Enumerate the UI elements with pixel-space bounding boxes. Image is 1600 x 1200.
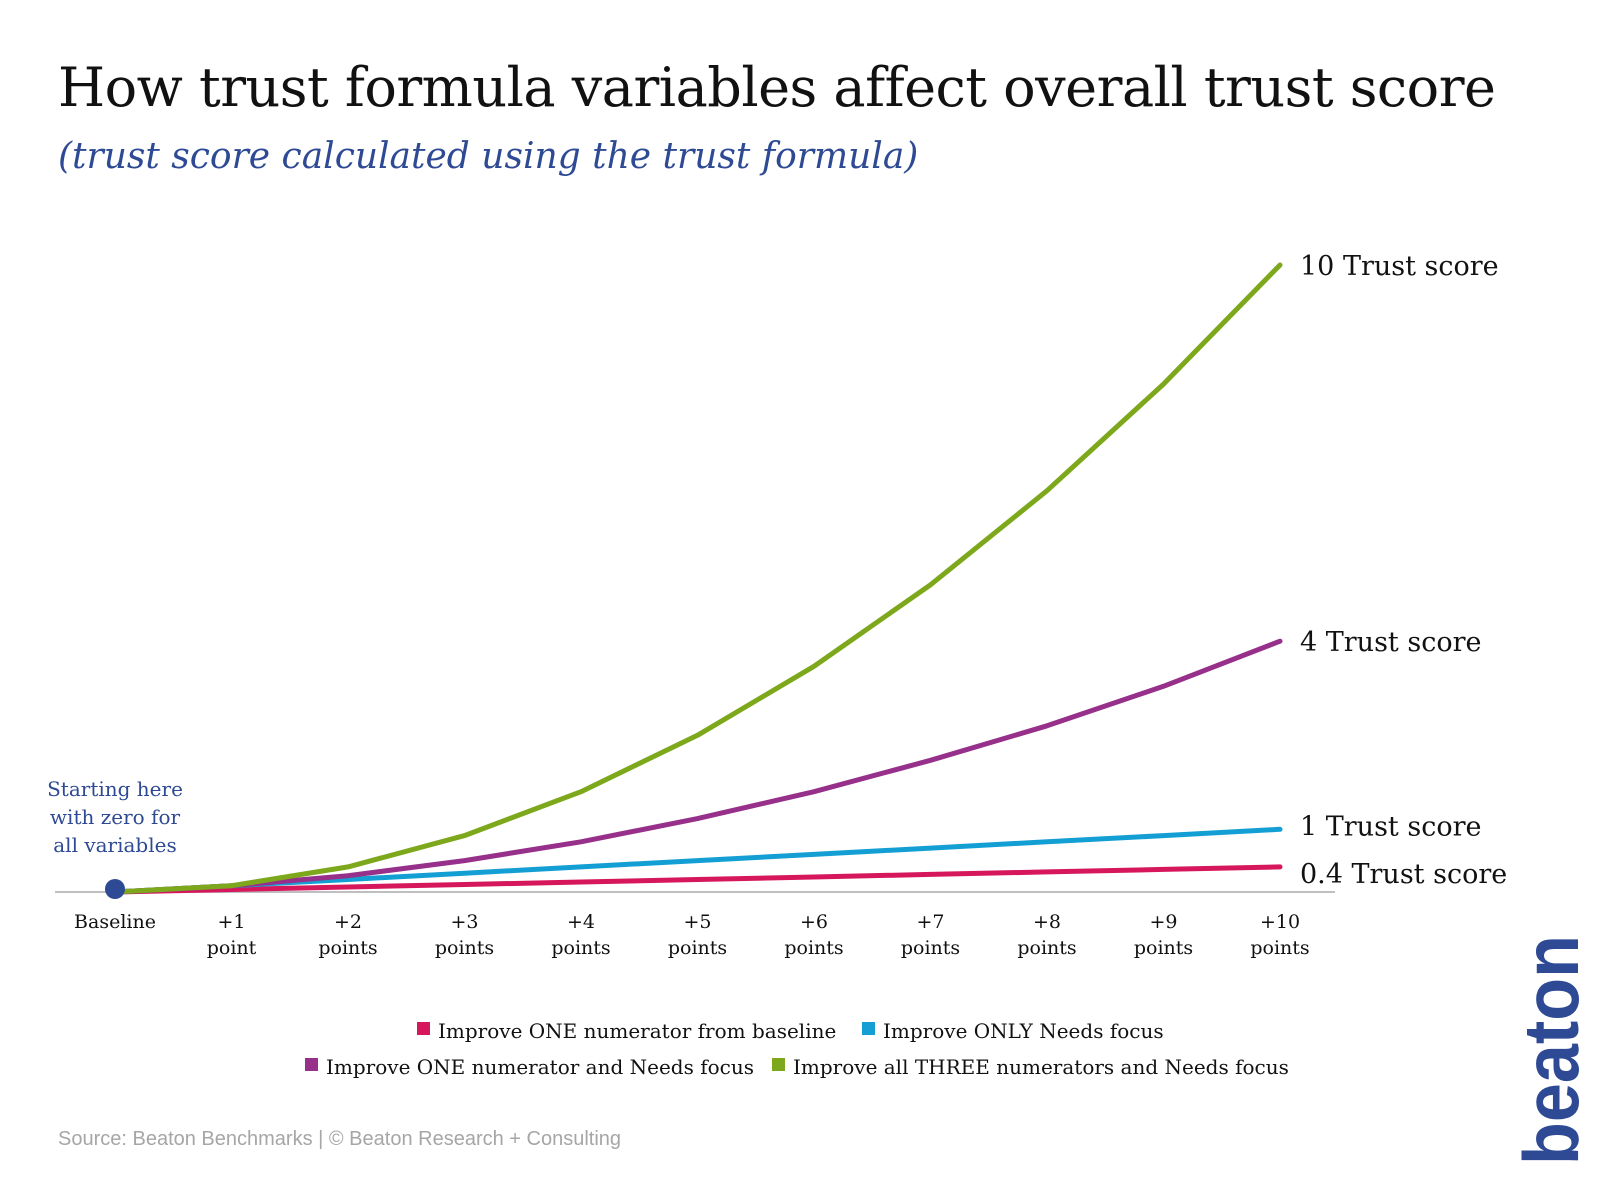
x-tick-label: +3 points <box>435 911 494 959</box>
x-tick-label: +10 points <box>1250 911 1309 959</box>
legend-item: Improve ONE numerator from baseline <box>417 1019 836 1043</box>
series-line-3 <box>112 638 1283 895</box>
svg-text:beaton: beaton <box>1507 935 1590 1165</box>
series-end-label: 4 Trust score <box>1300 627 1481 658</box>
series-line-1 <box>112 864 1283 895</box>
x-tick-label: Baseline <box>74 911 156 933</box>
legend-item: Improve all THREE numerators and Needs f… <box>772 1055 1289 1079</box>
legend-item: Improve ONLY Needs focus <box>862 1019 1164 1043</box>
series-line-2 <box>112 826 1283 895</box>
legend-label: Improve ONE numerator and Needs focus <box>326 1055 754 1079</box>
baseline-marker <box>105 879 125 899</box>
legend-swatch <box>417 1022 430 1035</box>
legend-swatch <box>772 1058 785 1071</box>
baseline-annotation: Starting here with zero for all variables <box>47 777 183 857</box>
series-line-4 <box>112 262 1283 895</box>
legend-label: Improve all THREE numerators and Needs f… <box>793 1055 1289 1079</box>
x-tick-label: +2 points <box>318 911 377 959</box>
legend-item: Improve ONE numerator and Needs focus <box>305 1055 754 1079</box>
legend-label: Improve ONE numerator from baseline <box>438 1019 836 1043</box>
x-tick-label: +1 point <box>207 911 257 959</box>
x-tick-label: +7 points <box>901 911 960 959</box>
chart-title: How trust formula variables affect overa… <box>58 56 1496 119</box>
legend-swatch <box>862 1022 875 1035</box>
x-tick-label: +5 points <box>668 911 727 959</box>
chart-subtitle: (trust score calculated using the trust … <box>58 136 919 177</box>
series-end-label: 1 Trust score <box>1300 811 1481 842</box>
x-tick-label: +8 points <box>1017 911 1076 959</box>
legend-swatch <box>305 1058 318 1071</box>
series-end-label: 0.4 Trust score <box>1300 859 1507 890</box>
source-note: Source: Beaton Benchmarks | © Beaton Res… <box>58 1128 622 1150</box>
beaton-logo: beaton <box>1507 935 1590 1165</box>
x-tick-label: +6 points <box>784 911 843 959</box>
x-tick-label: +4 points <box>551 911 610 959</box>
x-tick-label: +9 points <box>1134 911 1193 959</box>
series-end-label: 10 Trust score <box>1300 251 1499 282</box>
legend-label: Improve ONLY Needs focus <box>883 1019 1164 1043</box>
